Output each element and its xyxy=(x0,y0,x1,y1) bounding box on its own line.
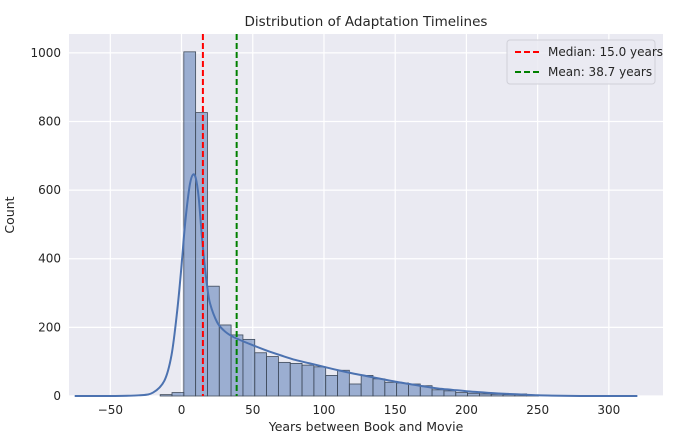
legend-box xyxy=(506,39,656,85)
x-tick-label: 250 xyxy=(526,403,549,417)
y-tick-label: 200 xyxy=(38,320,61,334)
histogram-bar xyxy=(360,375,374,397)
histogram-bar xyxy=(348,383,362,397)
y-tick-label: 600 xyxy=(38,183,61,197)
histogram-bar xyxy=(195,112,208,397)
histogram-bar xyxy=(301,364,315,397)
histogram-bar xyxy=(431,389,445,397)
histogram-bar xyxy=(159,394,173,397)
x-tick-label: 150 xyxy=(384,403,407,417)
y-tick-label: 0 xyxy=(53,389,61,403)
y-tick-label: 400 xyxy=(38,252,61,266)
y-tick-labels: 0 200 400 600 800 1000 xyxy=(30,46,61,403)
x-tick-label: 300 xyxy=(597,403,620,417)
y-tick-label: 800 xyxy=(38,114,61,128)
histogram-bar xyxy=(242,338,256,397)
histogram-bar xyxy=(455,392,468,397)
x-tick-label: −50 xyxy=(98,403,123,417)
histogram-bar xyxy=(289,363,303,397)
chart-title: Distribution of Adaptation Timelines xyxy=(245,14,488,30)
histogram-bar xyxy=(467,392,480,397)
histogram-bar xyxy=(254,352,267,397)
legend: Median: 15.0 years Mean: 38.7 years xyxy=(506,39,663,85)
x-axis-label: Years between Book and Movie xyxy=(268,419,464,434)
histogram-bar xyxy=(171,392,185,397)
histogram-bar xyxy=(313,366,327,397)
x-tick-label: 0 xyxy=(178,403,186,417)
histogram-bar xyxy=(443,390,457,397)
legend-mean-label: Mean: 38.7 years xyxy=(548,65,652,79)
histogram-bar xyxy=(266,356,279,397)
histogram-bar xyxy=(325,375,338,397)
histogram-bar xyxy=(478,393,492,397)
histogram-bar xyxy=(384,381,398,397)
plot-area xyxy=(69,34,663,396)
x-tick-label: 50 xyxy=(245,403,260,417)
y-tick-label: 1000 xyxy=(30,46,61,60)
x-tick-label: 100 xyxy=(313,403,336,417)
histogram-bars xyxy=(159,51,539,397)
kde-curve xyxy=(74,173,638,398)
histogram-bar xyxy=(277,361,291,397)
x-tick-labels: −50 0 50 100 150 200 250 300 xyxy=(98,403,621,417)
histogram-bar xyxy=(396,382,409,397)
x-tick-label: 200 xyxy=(455,403,478,417)
y-axis-label: Count xyxy=(2,196,17,233)
reference-lines xyxy=(201,34,238,396)
histogram-bar xyxy=(372,378,386,397)
histogram-bar xyxy=(337,369,350,397)
legend-median-label: Median: 15.0 years xyxy=(548,45,663,59)
